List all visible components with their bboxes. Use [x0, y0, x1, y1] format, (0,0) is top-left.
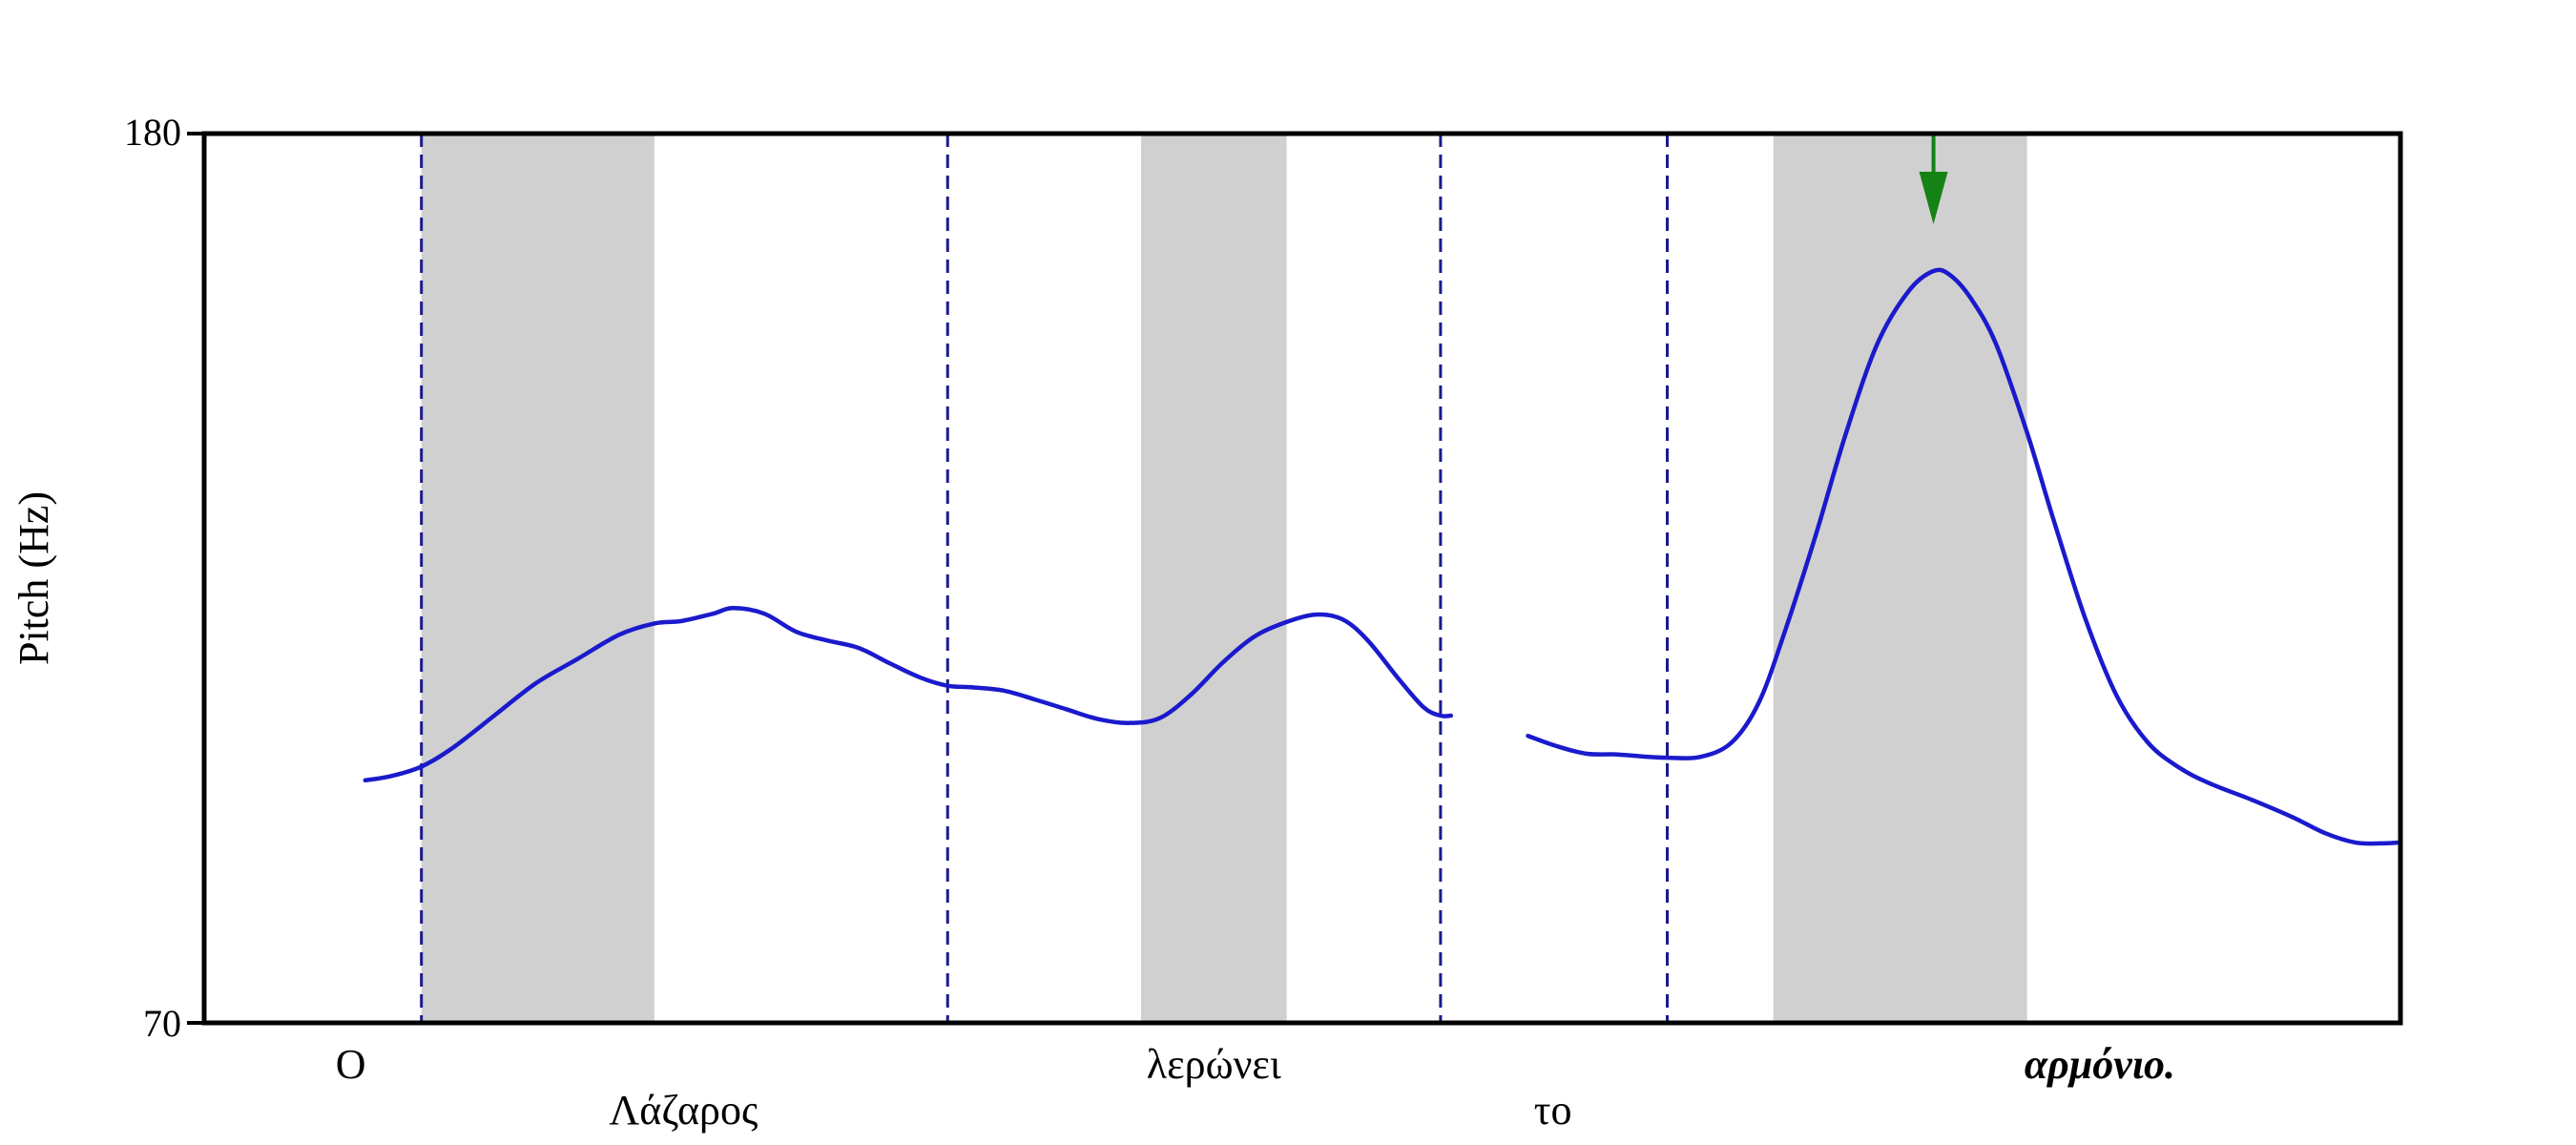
- focus-arrow-head: [1919, 172, 1948, 224]
- stressed-syllable-2: [1140, 134, 1287, 1023]
- y-tick-label-min: 70: [143, 1002, 181, 1045]
- pitch-segment-2: [1526, 267, 2399, 846]
- y-axis-label: Pitch (Hz): [10, 491, 57, 665]
- stressed-syllable-shading: [421, 134, 2027, 1023]
- word-labels: Ο Λάζαρος λερώνει το αρμόνιο.: [336, 1041, 2175, 1134]
- plot-frame: [201, 131, 2403, 1026]
- word-boundaries: [420, 134, 1670, 1023]
- pitch-contour: [363, 267, 2399, 846]
- stressed-syllable-3: [1773, 134, 2027, 1023]
- word-label-5: αρμόνιο.: [2025, 1041, 2175, 1088]
- focus-arrow: [1919, 134, 1948, 224]
- word-label-1: Ο: [336, 1041, 366, 1088]
- word-label-4: το: [1534, 1087, 1572, 1134]
- stressed-syllable-1: [421, 134, 654, 1023]
- word-label-3: λερώνει: [1147, 1041, 1281, 1088]
- y-tick-label-max: 180: [124, 111, 181, 154]
- pitch-segment-1: [363, 606, 1454, 783]
- word-label-2: Λάζαρος: [609, 1087, 758, 1134]
